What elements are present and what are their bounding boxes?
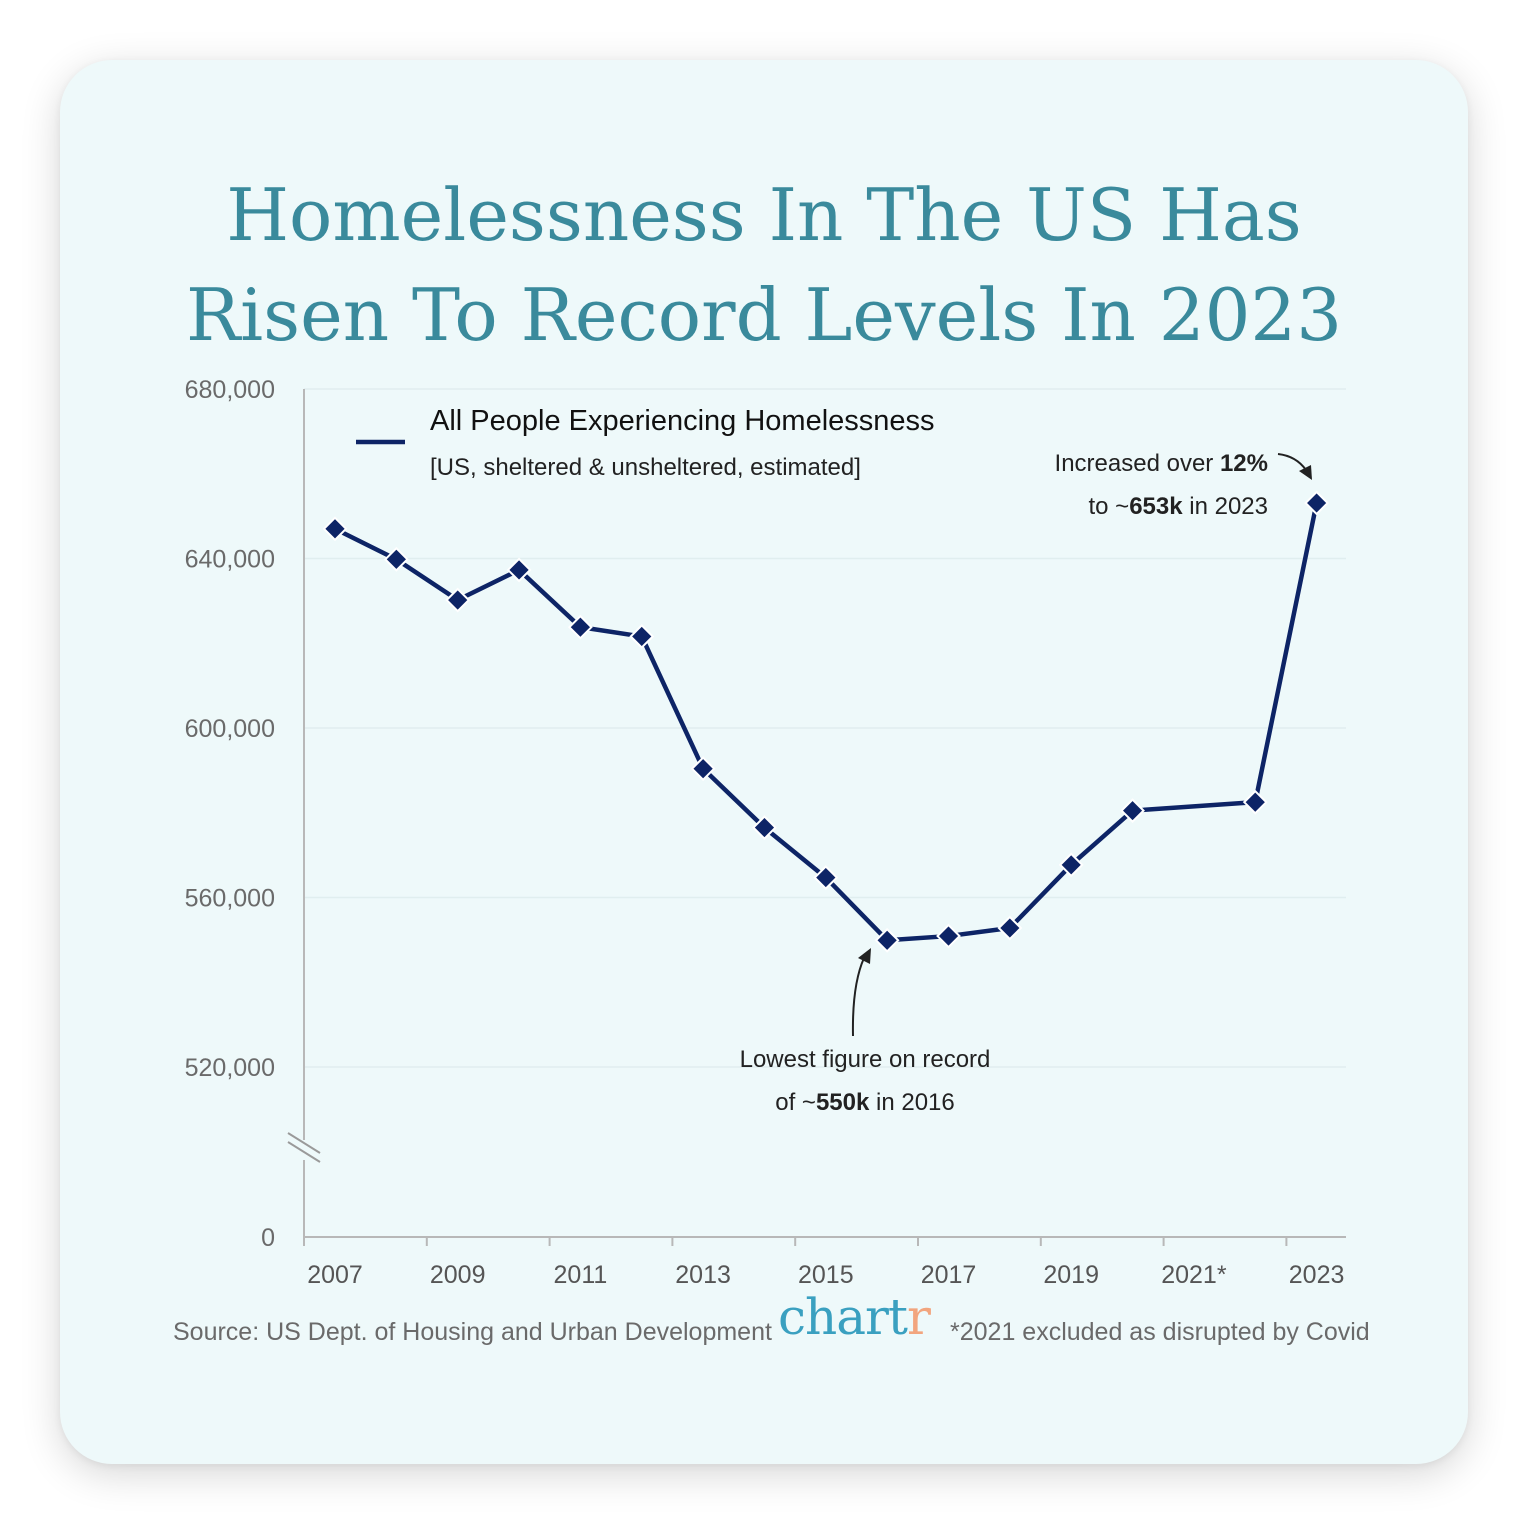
axis-break-mark bbox=[287, 1141, 321, 1163]
x-tick-label: 2009 bbox=[430, 1261, 486, 1289]
title-line-1: Homelessness In The US Has bbox=[226, 173, 1302, 257]
x-tick-label: 2013 bbox=[675, 1261, 731, 1289]
arrow-to-2016 bbox=[851, 957, 865, 1037]
legend-title: All People Experiencing Homelessness bbox=[430, 405, 935, 437]
arrow-to-2023 bbox=[1277, 453, 1307, 471]
arrowhead bbox=[858, 948, 871, 964]
data-point bbox=[1304, 490, 1330, 516]
data-point bbox=[383, 546, 409, 572]
chart-title: Homelessness In The US Has Risen To Reco… bbox=[60, 165, 1468, 365]
data-point bbox=[445, 587, 471, 613]
y-tick-label: 680,000 bbox=[185, 376, 275, 404]
data-point bbox=[874, 927, 900, 953]
data-point bbox=[1058, 852, 1084, 878]
x-tick-label: 2011 bbox=[554, 1261, 608, 1289]
y-tick-label: 560,000 bbox=[185, 885, 275, 913]
annotation-line: Lowest figure on record bbox=[740, 1046, 991, 1073]
data-point bbox=[997, 915, 1023, 941]
y-tick-label: 600,000 bbox=[185, 715, 275, 743]
x-tick-label: 2015 bbox=[798, 1261, 854, 1289]
data-point bbox=[567, 614, 593, 640]
y-tick-label: 0 bbox=[261, 1224, 275, 1252]
data-point bbox=[1120, 798, 1145, 824]
arrowhead bbox=[1299, 465, 1312, 480]
data-point bbox=[322, 516, 348, 542]
axis-break-mark bbox=[287, 1132, 321, 1154]
series-line bbox=[333, 502, 1319, 943]
title-line-2: Risen To Record Levels In 2023 bbox=[185, 273, 1343, 357]
chartr-logo: chartr bbox=[778, 1288, 931, 1346]
annotation-2016: Lowest figure on record of ~550k in 2016 bbox=[740, 1046, 991, 1116]
data-point bbox=[629, 624, 655, 649]
x-tick-label: 2023 bbox=[1289, 1261, 1345, 1289]
footnote-text: *2021 excluded as disrupted by Covid bbox=[950, 1318, 1370, 1346]
annotation-line: to ~653k in 2023 bbox=[1089, 493, 1269, 520]
x-tick-label: 2007 bbox=[307, 1261, 363, 1289]
x-tick-label: 2017 bbox=[921, 1261, 977, 1289]
data-point bbox=[813, 865, 839, 890]
annotation-line: of ~550k in 2016 bbox=[775, 1089, 955, 1116]
data-point bbox=[1242, 789, 1268, 815]
y-tick-label: 640,000 bbox=[185, 546, 275, 574]
legend-subtitle: [US, sheltered & unsheltered, estimated] bbox=[430, 454, 861, 481]
data-point bbox=[752, 815, 777, 840]
source-text: Source: US Dept. of Housing and Urban De… bbox=[173, 1318, 772, 1346]
chart-card bbox=[60, 60, 1468, 1464]
x-tick-label: 2019 bbox=[1043, 1261, 1099, 1289]
annotation-line: Increased over 12% bbox=[1055, 450, 1268, 477]
data-point bbox=[936, 923, 961, 949]
annotation-2023: Increased over 12% to ~653k in 2023 bbox=[1055, 450, 1268, 520]
data-point bbox=[690, 756, 716, 782]
x-tick-label: 2021* bbox=[1161, 1261, 1227, 1289]
data-point bbox=[506, 557, 532, 583]
y-tick-label: 520,000 bbox=[185, 1054, 275, 1082]
